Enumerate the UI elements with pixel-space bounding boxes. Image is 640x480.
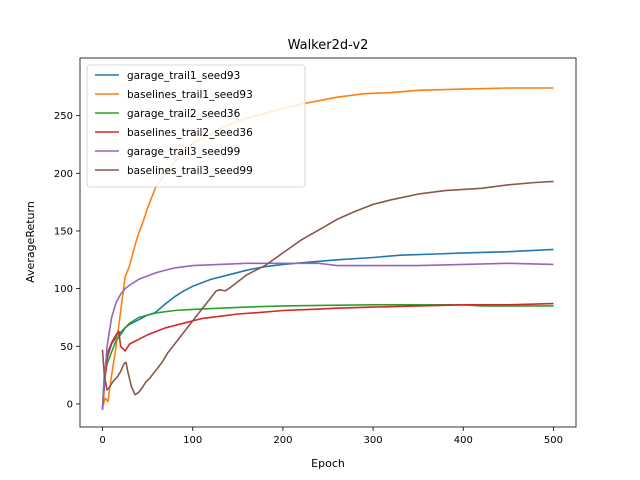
series-line-6 bbox=[101, 180, 554, 396]
y-axis-ticks: 0 50 100 150 200 250 bbox=[54, 111, 80, 410]
legend-box bbox=[86, 64, 306, 188]
y-tick-label: 0 bbox=[67, 399, 73, 410]
legend-entry: garage_trail2_seed36 bbox=[127, 108, 241, 120]
legend: garage_trail1_seed93 baselines_trail1_see… bbox=[86, 64, 306, 188]
y-tick-label: 200 bbox=[54, 169, 73, 180]
series-line-4 bbox=[101, 302, 554, 410]
x-axis-label: Epoch bbox=[311, 457, 345, 470]
series-line-5 bbox=[101, 262, 554, 410]
x-tick-label: 300 bbox=[364, 435, 383, 446]
y-tick-label: 50 bbox=[60, 342, 73, 353]
legend-entry: baselines_trail1_seed93 bbox=[127, 89, 253, 101]
x-tick-label: 500 bbox=[544, 435, 563, 446]
legend-entry: baselines_trail2_seed36 bbox=[127, 127, 253, 139]
plot-frame bbox=[79, 57, 577, 428]
legend-entry: garage_trail1_seed93 bbox=[127, 70, 240, 82]
chart-title: Walker2d-v2 bbox=[288, 38, 369, 53]
y-tick-label: 150 bbox=[54, 226, 73, 237]
y-axis-label: AverageReturn bbox=[24, 201, 37, 283]
y-tick-label: 250 bbox=[54, 111, 73, 122]
x-tick-label: 0 bbox=[99, 435, 105, 446]
x-axis-ticks: 0 100 200 300 400 500 bbox=[99, 427, 563, 446]
legend-entry: baselines_trail3_seed99 bbox=[127, 165, 253, 177]
x-tick-label: 100 bbox=[183, 435, 202, 446]
x-tick-label: 200 bbox=[273, 435, 292, 446]
x-tick-label: 400 bbox=[454, 435, 473, 446]
y-tick-label: 100 bbox=[54, 284, 73, 295]
legend-entry: garage_trail3_seed99 bbox=[127, 146, 240, 158]
